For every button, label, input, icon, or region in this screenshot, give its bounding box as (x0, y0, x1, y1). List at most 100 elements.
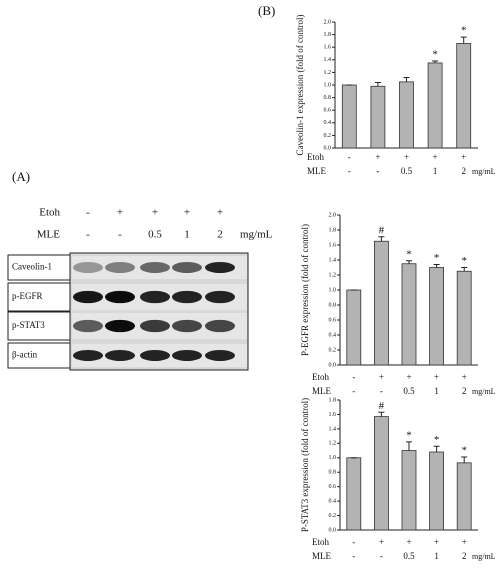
error-bar (461, 456, 468, 463)
treatment-value: 0.5 (403, 386, 415, 396)
treatment-value: - (352, 551, 355, 561)
blot-band (140, 350, 170, 361)
y-tick-label: 0.2 (324, 133, 332, 139)
error-bar (433, 445, 440, 452)
y-tick-label: 1.8 (324, 32, 332, 38)
bar (456, 270, 472, 366)
treatment-value: + (152, 207, 158, 219)
bar (341, 84, 357, 149)
treatment-value: 1 (433, 166, 438, 176)
treatment-label: MLE (312, 551, 332, 561)
treatment-label: Etoh (312, 372, 329, 382)
error-bar (403, 76, 410, 82)
significance-mark: * (461, 445, 467, 457)
error-bar (460, 36, 467, 44)
significance-mark: # (379, 400, 385, 412)
band-label: β-actin (12, 350, 38, 360)
bar (456, 43, 472, 149)
y-tick-label: 1.2 (324, 70, 332, 76)
treatment-label: MLE (37, 229, 61, 241)
bar (401, 450, 417, 531)
treatment-value: + (117, 207, 123, 219)
blot-band (105, 290, 135, 304)
y-tick-label: 0.0 (324, 145, 332, 151)
treatment-value: + (184, 207, 190, 219)
bar (401, 263, 417, 366)
panel-label: (A) (12, 169, 30, 184)
treatment-value: - (380, 551, 383, 561)
treatment-value: - (86, 207, 90, 219)
treatment-value: + (462, 537, 467, 547)
band-label-box (7, 282, 71, 312)
treatment-label: Etoh (312, 537, 329, 547)
unit-label: mg/mL (240, 229, 273, 241)
treatment-label: Etoh (39, 207, 60, 219)
bar (370, 85, 386, 149)
blot-band (172, 262, 202, 273)
western-blot: Etoh - + + + + MLE - - 0.5 1 2 mg/mL Caveolin-1 p-EGFR… (7, 207, 273, 371)
error-bar (461, 267, 468, 272)
blot-band (140, 319, 170, 333)
error-bar (378, 411, 385, 417)
y-tick-label: 0.6 (329, 317, 337, 323)
treatment-value: 1 (434, 551, 439, 561)
y-axis-label: P-STAT3 expression (fold of control) (300, 398, 310, 532)
treatment-value: 1 (434, 386, 439, 396)
treatment-value: - (352, 372, 355, 382)
treatment-value: + (379, 372, 384, 382)
band-label: p-STAT3 (12, 320, 45, 330)
bar (373, 240, 389, 366)
panel-label: (B) (258, 3, 275, 18)
treatment-value: + (434, 537, 439, 547)
y-tick-label: 1.4 (324, 57, 332, 63)
treatment-value: 0.5 (148, 229, 162, 241)
y-tick-label: 1.4 (329, 257, 337, 263)
y-tick-label: 0.4 (329, 332, 337, 338)
bar (427, 62, 443, 149)
treatment-value: - (348, 152, 351, 162)
y-tick-label: 0.4 (324, 120, 332, 126)
band-label-box (7, 254, 71, 281)
y-tick-label: 0.0 (329, 527, 337, 533)
blot-band (172, 350, 202, 361)
treatment-value: - (376, 166, 379, 176)
treatment-value: + (379, 537, 384, 547)
treatment-value: + (375, 152, 380, 162)
band-label: p-EGFR (12, 291, 43, 301)
treatment-value: 2 (462, 386, 467, 396)
treatment-value: 2 (217, 229, 223, 241)
y-tick-label: 1.4 (329, 426, 337, 432)
y-tick-label: 1.2 (329, 272, 337, 278)
y-tick-label: 1.0 (329, 287, 337, 293)
bar (373, 416, 389, 531)
bar (429, 451, 445, 531)
treatment-value: - (118, 229, 122, 241)
blot-band (140, 290, 170, 304)
treatment-value: 0.5 (403, 551, 415, 561)
unit-label: mg/mL (472, 167, 496, 176)
significance-mark: * (432, 49, 438, 61)
blot-band (73, 319, 103, 333)
y-tick-label: 0.6 (324, 108, 332, 114)
blot-band (140, 262, 170, 273)
y-tick-label: 1.8 (329, 397, 337, 403)
bar (346, 289, 362, 366)
treatment-value: - (348, 166, 351, 176)
unit-label: mg/mL (472, 552, 496, 561)
y-tick-label: 0.8 (329, 470, 337, 476)
y-tick-label: 0.0 (329, 362, 337, 368)
treatment-value: - (352, 386, 355, 396)
blot-band (205, 319, 235, 333)
blot-band (172, 290, 202, 304)
error-bar (432, 60, 439, 63)
significance-mark: * (461, 25, 467, 37)
blot-band (205, 262, 235, 273)
treatment-value: - (352, 537, 355, 547)
band-label-box (7, 342, 71, 369)
y-tick-label: 0.6 (329, 484, 337, 490)
blot-band (105, 319, 135, 333)
unit-label: mg/mL (472, 387, 496, 396)
treatment-value: + (217, 207, 223, 219)
bar (429, 267, 445, 366)
